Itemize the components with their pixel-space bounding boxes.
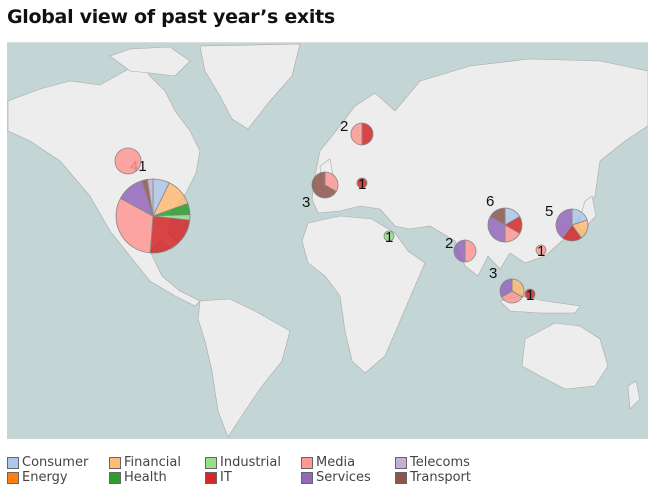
legend-swatch [301, 456, 313, 469]
legend-label: Telecoms [410, 455, 470, 470]
legend-swatch [205, 456, 217, 469]
pie-poland[interactable] [356, 177, 368, 189]
greenland [199, 43, 301, 130]
legend-label: Financial [124, 455, 181, 470]
pie-slice-it[interactable] [524, 288, 536, 300]
pie-count-label: 3 [302, 194, 310, 211]
legend-item-transport[interactable]: Transport [395, 470, 471, 485]
pie-slice-it[interactable] [356, 177, 368, 189]
australia [521, 322, 609, 390]
pie-china[interactable] [487, 207, 523, 243]
pie-count-label: 1 [526, 287, 534, 304]
legend-swatch [109, 456, 121, 469]
pie-count-label: 1 [537, 243, 545, 260]
legend-swatch [109, 471, 121, 484]
legend-swatch [395, 456, 407, 469]
pie-scandinavia[interactable] [350, 122, 374, 146]
pie-count-label: 2 [445, 235, 453, 252]
page-title: Global view of past year’s exits [7, 6, 335, 28]
pie-united-kingdom[interactable] [311, 171, 339, 199]
pie-slice-it[interactable] [361, 122, 374, 146]
legend-item-industrial[interactable]: Industrial [205, 455, 281, 470]
pie-count-label: 1 [358, 176, 366, 193]
pie-slice-media[interactable] [350, 122, 363, 146]
legend-swatch [7, 471, 19, 484]
pie-slice-media[interactable] [501, 290, 523, 304]
legend-label: Energy [22, 470, 68, 485]
pie-israel[interactable] [383, 230, 395, 242]
legend-label: IT [220, 470, 232, 485]
pie-slice-media[interactable] [535, 244, 547, 256]
pie-slice-media[interactable] [114, 147, 142, 175]
legend-label: Media [316, 455, 356, 470]
pie-slice-services[interactable] [555, 208, 573, 239]
pie-count-label: 3 [489, 265, 497, 282]
legend-label: Services [316, 470, 371, 485]
pie-slice-media[interactable] [464, 239, 477, 263]
legend-item-services[interactable]: Services [301, 470, 371, 485]
map-svg: 412311265131 [7, 43, 649, 439]
world-map[interactable]: 412311265131 [7, 42, 649, 439]
legend: Consumer Energy Financial Health Industrial I… [7, 455, 647, 491]
legend-swatch [395, 471, 407, 484]
legend-item-media[interactable]: Media [301, 455, 355, 470]
canadian-arctic [109, 46, 191, 77]
pie-slice-transport[interactable] [489, 207, 506, 226]
pie-count-label: 1 [385, 229, 393, 246]
pie-markers: 412311265131 [114, 118, 589, 304]
legend-item-health[interactable]: Health [109, 470, 167, 485]
pie-singapore[interactable] [499, 278, 525, 304]
legend-label: Health [124, 470, 167, 485]
pie-slice-services[interactable] [453, 239, 466, 263]
pie-slice-it[interactable] [149, 215, 191, 254]
pie-united-states[interactable] [115, 178, 191, 254]
south-america [197, 298, 291, 438]
pie-slice-industrial[interactable] [383, 230, 395, 242]
pie-india[interactable] [453, 239, 477, 263]
legend-item-energy[interactable]: Energy [7, 470, 68, 485]
legend-label: Industrial [220, 455, 281, 470]
pie-count-label: 2 [340, 118, 348, 135]
legend-item-it[interactable]: IT [205, 470, 232, 485]
legend-item-telecoms[interactable]: Telecoms [395, 455, 470, 470]
pie-taiwan[interactable] [535, 244, 547, 256]
pie-japan[interactable] [555, 208, 589, 242]
pie-slice-transport[interactable] [311, 171, 337, 199]
legend-label: Transport [410, 470, 472, 485]
pie-count-label: 5 [545, 203, 553, 220]
legend-item-consumer[interactable]: Consumer [7, 455, 88, 470]
pie-canada[interactable] [114, 147, 142, 175]
legend-swatch [301, 471, 313, 484]
new-zealand [627, 380, 641, 410]
pie-slice-media[interactable] [115, 197, 154, 254]
pie-count-label: 6 [486, 193, 494, 210]
legend-swatch [7, 456, 19, 469]
legend-item-financial[interactable]: Financial [109, 455, 181, 470]
legend-swatch [205, 471, 217, 484]
pie-slice-telecoms[interactable] [146, 178, 154, 217]
pie-indonesia[interactable] [524, 288, 536, 300]
pie-slice-services[interactable] [499, 278, 513, 298]
africa [301, 215, 426, 374]
legend-label: Consumer [22, 455, 89, 470]
